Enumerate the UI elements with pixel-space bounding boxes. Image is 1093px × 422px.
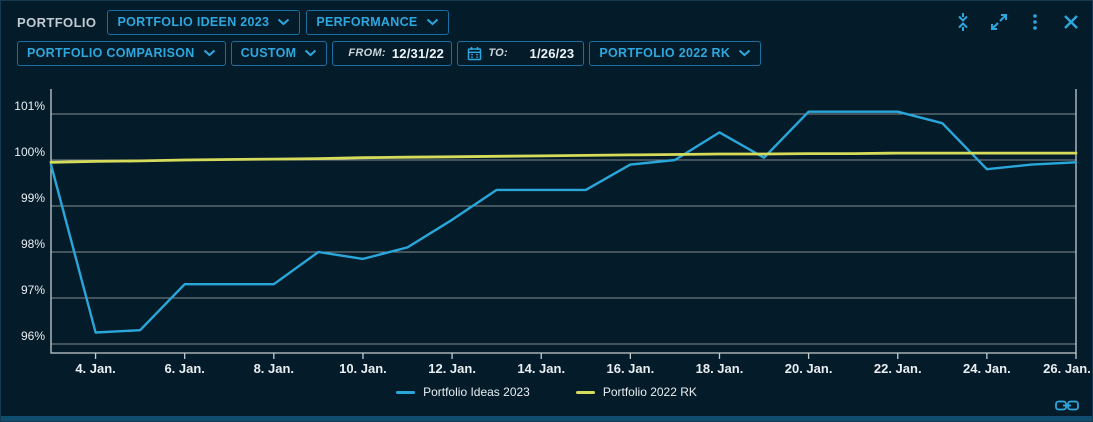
svg-text:20. Jan.: 20. Jan.	[785, 361, 833, 376]
chevron-down-icon	[203, 49, 215, 57]
close-panel-button[interactable]	[1060, 11, 1082, 33]
chevron-down-icon	[278, 18, 290, 26]
chevron-down-icon	[305, 49, 317, 57]
panel-title: PORTFOLIO	[17, 14, 97, 30]
view-select-label: PERFORMANCE	[316, 15, 418, 29]
legend-label: Portfolio Ideas 2023	[423, 385, 530, 399]
legend-swatch	[396, 390, 416, 394]
date-from-label: FROM:	[348, 47, 386, 59]
legend-swatch	[575, 390, 595, 394]
y-axis-labels: 96% 97% 98% 99% 100% 101%	[14, 99, 45, 343]
comparison-mode-label: PORTFOLIO COMPARISON	[27, 46, 195, 60]
svg-text:22. Jan.: 22. Jan.	[874, 361, 922, 376]
chart-legend: Portfolio Ideas 2023 Portfolio 2022 RK	[1, 385, 1092, 399]
series-line	[49, 110, 1078, 334]
link-icon	[1055, 400, 1079, 411]
collapse-panel-button[interactable]	[952, 11, 974, 33]
axis-frame	[50, 89, 1077, 354]
window-bottom-border	[1, 416, 1092, 421]
chart-area: 96% 97% 98% 99% 100% 101% 4. Jan. 6. Jan. 8. Jan…	[1, 73, 1092, 383]
svg-text:12. Jan.: 12. Jan.	[428, 361, 476, 376]
link-button[interactable]	[1055, 399, 1079, 412]
legend-label: Portfolio 2022 RK	[602, 385, 697, 399]
collapse-vertical-icon	[958, 13, 968, 31]
svg-text:26. Jan.: 26. Jan.	[1043, 361, 1091, 376]
date-to-value: 1/26/23	[529, 45, 575, 61]
date-to-field[interactable]: TO: 1/26/23	[457, 40, 585, 66]
portfolio-select-label: PORTFOLIO IDEEN 2023	[117, 15, 270, 29]
svg-text:16. Jan.: 16. Jan.	[606, 361, 654, 376]
kebab-menu-icon	[1033, 14, 1037, 30]
chevron-down-icon	[426, 18, 438, 26]
calendar-icon	[468, 46, 482, 60]
comparison-mode-dropdown[interactable]: PORTFOLIO COMPARISON	[17, 40, 226, 66]
chevron-down-icon	[738, 49, 751, 57]
svg-text:24. Jan.: 24. Jan.	[963, 361, 1011, 376]
date-from-value: 12/31/22	[391, 45, 445, 61]
svg-text:96%: 96%	[21, 329, 45, 343]
svg-text:98%: 98%	[21, 237, 45, 251]
chart-toolbar: PORTFOLIO COMPARISON CUSTOM FROM: 12/31/…	[17, 40, 762, 66]
svg-text:99%: 99%	[21, 191, 45, 205]
svg-text:100%: 100%	[14, 145, 45, 159]
svg-text:101%: 101%	[14, 99, 45, 113]
portfolio-select-dropdown[interactable]: PORTFOLIO IDEEN 2023	[107, 9, 301, 35]
svg-text:97%: 97%	[21, 283, 45, 297]
expand-panel-button[interactable]	[988, 11, 1010, 33]
date-range-preset-dropdown[interactable]: CUSTOM	[230, 40, 328, 66]
svg-text:6. Jan.: 6. Jan.	[164, 361, 204, 376]
benchmark-label: PORTFOLIO 2022 RK	[599, 46, 731, 60]
close-icon	[1064, 15, 1078, 29]
gridlines	[51, 113, 1076, 345]
more-options-button[interactable]	[1024, 11, 1046, 33]
legend-item[interactable]: Portfolio 2022 RK	[575, 385, 697, 399]
series-line	[49, 151, 1078, 164]
svg-text:14. Jan.: 14. Jan.	[517, 361, 565, 376]
performance-chart: 96% 97% 98% 99% 100% 101% 4. Jan. 6. Jan. 8. Jan…	[14, 89, 1091, 376]
date-range-preset-label: CUSTOM	[240, 46, 297, 60]
svg-text:10. Jan.: 10. Jan.	[339, 361, 387, 376]
panel-header: PORTFOLIO PORTFOLIO IDEEN 2023 PERFORMAN…	[17, 9, 1082, 35]
svg-text:18. Jan.: 18. Jan.	[696, 361, 744, 376]
date-to-label: TO:	[488, 47, 508, 59]
x-axis-labels: 4. Jan. 6. Jan. 8. Jan. 10. Jan. 12. Jan. 14.…	[75, 353, 1091, 376]
expand-icon	[991, 14, 1007, 30]
svg-text:4. Jan.: 4. Jan.	[75, 361, 115, 376]
svg-text:8. Jan.: 8. Jan.	[254, 361, 294, 376]
view-select-dropdown[interactable]: PERFORMANCE	[306, 9, 449, 35]
date-from-field[interactable]: FROM: 12/31/22	[332, 40, 453, 66]
benchmark-dropdown[interactable]: PORTFOLIO 2022 RK	[589, 40, 762, 66]
legend-item[interactable]: Portfolio Ideas 2023	[396, 385, 530, 399]
